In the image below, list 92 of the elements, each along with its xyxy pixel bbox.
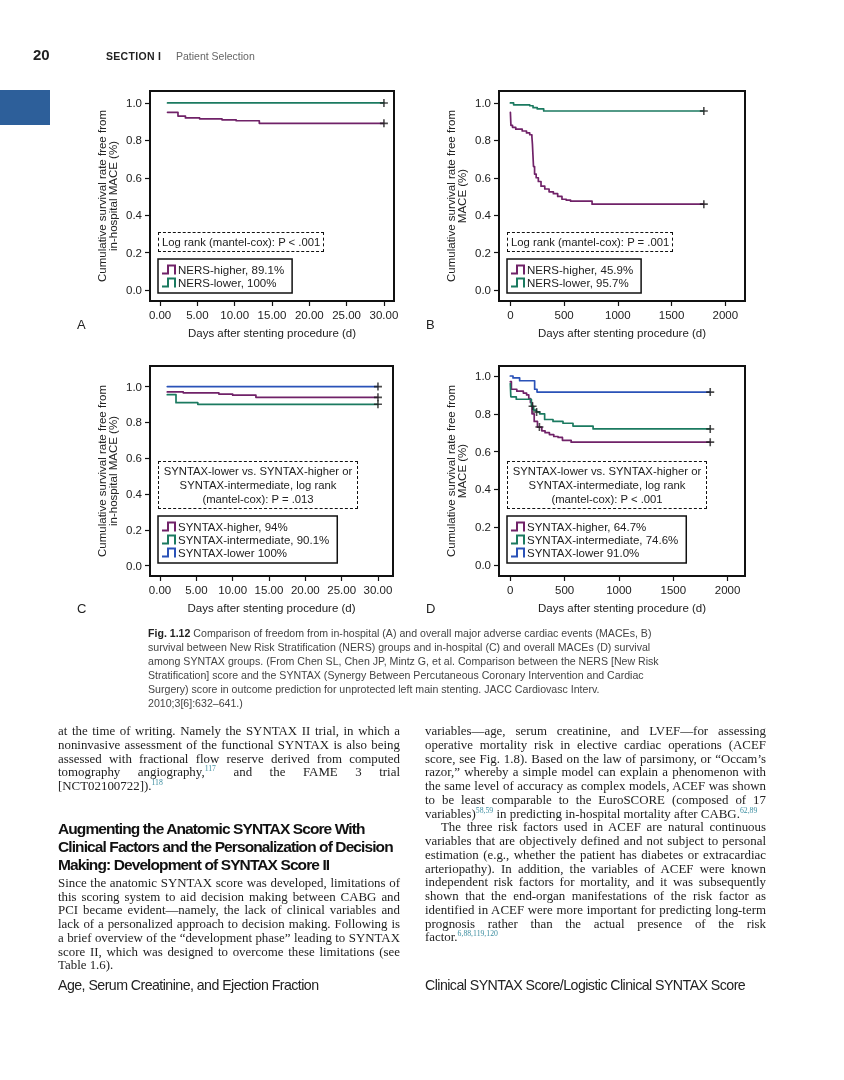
x-tick-label: 30.00 (369, 309, 399, 321)
x-tick-label: 500 (555, 584, 575, 596)
y-tick-label: 0.8 (126, 416, 142, 429)
y-tick-label: 0.4 (475, 209, 492, 222)
y-tick-label: 0.6 (126, 452, 142, 465)
text: Age, Serum Creatinine, and Ejection Fraction (58, 977, 319, 993)
x-tick-label: 10.00 (218, 584, 248, 596)
x-axis-title: Days after stenting procedure (d) (537, 327, 707, 339)
y-tick-label: 0.6 (475, 445, 491, 458)
text: at the time of writing. Namely the SYNTAX II trial, in which a noninvasive assessment of the functional SYNTAX is also being assessed with fractional flow reserve derived from computed tomography angiography,$^{117}$ and the FAME 3 trial [NCT02100722]).$^{118}$ (58, 724, 400, 793)
y-tick-label: 0.4 (126, 488, 143, 501)
y-axis-title: Cumulative survival rate free from in-hospital MACE (%) (95, 385, 120, 557)
text: D (426, 601, 436, 616)
legend-label: NERS-lower, 95.7% (527, 276, 629, 289)
y-tick-label: 0.0 (475, 559, 491, 572)
y-tick-label: 1.0 (126, 380, 142, 393)
text: Augmenting the Anatomic SYNTAX Score With Clinical Factors and the Personalization of Decision Making: Development of SYNTAX Score II (58, 819, 394, 874)
y-tick-label: 0.2 (126, 523, 142, 536)
annotation: SYNTAX-lower vs. SYNTAX-higher or SYNTAX-intermediate, log rank (mantel-cox): P < .001 (507, 461, 707, 509)
legend-label: SYNTAX-higher, 64.7% (527, 520, 647, 533)
y-tick-label: 0.2 (475, 246, 491, 259)
x-tick-label: 15.00 (254, 584, 284, 596)
point (373, 382, 382, 391)
y-tick-label: 0.0 (126, 559, 142, 572)
legend-label: NERS-higher, 45.9% (527, 263, 634, 276)
y-tick-label: 0.2 (126, 246, 142, 259)
legend-label: SYNTAX-intermediate, 90.1% (178, 533, 330, 546)
x-tick-label: 1000 (605, 309, 631, 321)
x-tick-label: 0.00 (148, 584, 172, 596)
y-tick-label: 1.0 (475, 96, 491, 109)
legend-label: NERS-lower, 100% (178, 276, 277, 289)
x-tick-label: 0.00 (148, 309, 172, 321)
x-tick-label: 5.00 (186, 309, 209, 321)
x-tick-label: 0 (507, 309, 514, 321)
annotation: SYNTAX-lower vs. SYNTAX-higher or SYNTAX-intermediate, log rank (mantel-cox): P = .013 (158, 461, 358, 509)
y-tick-label: 0.6 (126, 171, 142, 184)
y-tick-label: 0.8 (475, 407, 491, 420)
y-tick-label: 1.0 (475, 370, 491, 383)
legend-label: SYNTAX-lower 91.0% (527, 546, 640, 559)
x-tick-label: 25.00 (327, 584, 357, 596)
text: Since the anatomic SYNTAX score was developed, limitations of this scoring system to aid decision making between CABG and PCI became evident—namely, the lack of clinical variables and lack of a personalized approach to decision making. Following is a brief overview of the “development phase” leading to SYNTAX score II, which was designed to overcome these limitations (see Table 1.6). (58, 875, 400, 973)
y-tick-label: 0.4 (475, 483, 492, 496)
x-tick-label: 15.00 (257, 309, 287, 321)
annotation: Log rank (mantel-cox): P = .001 (507, 232, 674, 252)
x-tick-label: 20.00 (294, 309, 324, 321)
y-tick-label: 0.0 (475, 283, 491, 296)
legend-label: SYNTAX-higher, 94% (178, 520, 288, 533)
x-tick-label: 1500 (660, 584, 687, 596)
y-axis-title: Cumulative survival rate free from MACE (%) (444, 385, 469, 557)
y-tick-label: 1.0 (126, 96, 142, 109)
x-tick-label: 30.00 (363, 584, 393, 596)
legend-label: SYNTAX-intermediate, 74.6% (527, 533, 679, 546)
text: The three risk factors used in ACEF are natural continuous variables that are objectively defined and not subject to personal estimation (e.g., whether the patient has diabetes or extracardiac arteriopathy). In addition, the variables of ACEF were known independent risk factors for mortality, and it was subsequently shown that the end-organ manifestations of the risk factor as identified in ACEF were more important for predicting long-term prognosis rather than the actual presence of the risk factor.$^{6,88,119,120}$ (425, 820, 766, 945)
text: B (426, 317, 435, 332)
point (535, 423, 544, 432)
x-tick-label: 2000 (712, 309, 739, 321)
y-axis-title: Cumulative survival rate free from MACE (%) (444, 110, 469, 282)
point (528, 402, 537, 411)
text: 20 (33, 46, 50, 63)
text: Patient Selection (176, 50, 255, 62)
point (706, 438, 715, 447)
x-tick-label: 20.00 (290, 584, 320, 596)
point (706, 424, 715, 433)
text: C (77, 601, 87, 616)
caption: Fig. 1.12 (148, 627, 191, 639)
y-tick-label: 0.2 (475, 521, 491, 534)
x-tick-label: 0 (507, 584, 514, 596)
x-axis-title: Days after stenting procedure (d) (537, 602, 707, 614)
y-tick-label: 0.8 (475, 134, 491, 147)
y-tick-label: 0.4 (126, 209, 143, 222)
legend-label: NERS-higher, 89.1% (178, 263, 285, 276)
point (532, 407, 541, 416)
x-tick-label: 500 (554, 309, 574, 321)
text: variables—age, serum creatinine, and LVEF—for assessing operative mortality risk in elective cardiac operations (ACEF score, see Fig. 1.8). Based on the law of parsimony, or “Occam’s razor,” whereby a simple model can explain a phenomenon with the same level of accuracy as complex models, ACEF was shown to be least comparable to the EuroSCORE (composed of 17 variables)$^{58,59}$ in predicting in-hospital mortality after CABG.$^{62,89}$ (425, 724, 766, 821)
legend-label: SYNTAX-lower 100% (178, 546, 288, 559)
y-tick-label: 0.8 (126, 134, 142, 147)
x-tick-label: 10.00 (220, 309, 250, 321)
point (706, 388, 715, 397)
text: A (77, 317, 86, 332)
annotation: Log rank (mantel-cox): P < .001 (158, 232, 325, 252)
text: SECTION I (106, 50, 162, 62)
x-tick-label: 5.00 (185, 584, 208, 596)
x-tick-label: 25.00 (332, 309, 362, 321)
x-tick-label: 2000 (714, 584, 741, 596)
x-tick-label: 1000 (606, 584, 632, 596)
x-axis-title: Days after stenting procedure (d) (187, 602, 356, 614)
point (373, 400, 382, 409)
y-axis-title: Cumulative survival rate free from in-hospital MACE (%) (95, 110, 120, 282)
x-axis-title: Days after stenting procedure (d) (187, 327, 357, 339)
x-tick-label: 1500 (658, 309, 685, 321)
y-tick-label: 0.6 (475, 171, 491, 184)
text: Clinical SYNTAX Score/Logistic Clinical SYNTAX Score (425, 977, 746, 993)
